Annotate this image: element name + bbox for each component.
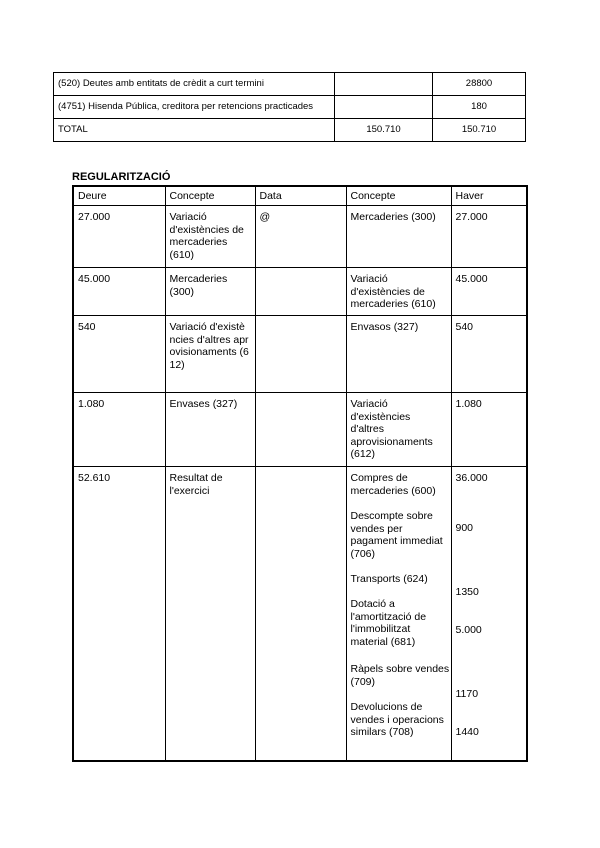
table-row: 27.000 Variació d'existències de mercade… — [72, 205, 528, 268]
deure-cell: 1.080 — [72, 392, 166, 467]
header-data: Data — [254, 185, 347, 206]
table-row: 45.000 Mercaderies (300) Variació d'exis… — [72, 267, 528, 316]
deure-cell — [334, 72, 433, 96]
data-cell — [254, 315, 347, 393]
haver-concept: Descompte sobre vendes per pagament imme… — [350, 510, 443, 560]
table-row: (4751) Hisenda Pública, creditora per re… — [53, 95, 526, 119]
total-row: TOTAL 150.710 150.710 — [53, 118, 526, 142]
concepte-cell: Variació d'existències d'altres aprovisi… — [164, 315, 256, 393]
table-row: (520) Deutes amb entitats de crèdit a cu… — [53, 72, 526, 96]
haver-value: 1170 — [455, 688, 479, 700]
haver-concept: Ràpels sobre vendes (709) — [350, 663, 450, 688]
header-concepte: Concepte — [164, 185, 256, 206]
haver-concept: Devolucions de vendes i operacions simil… — [350, 701, 444, 739]
haver-value: 1350 — [455, 586, 479, 598]
data-cell — [254, 267, 347, 316]
deure-cell: 45.000 — [72, 267, 166, 316]
concepte-cell: Envasos (327) — [345, 315, 452, 393]
concepte-cell: Resultat de l'exercici — [164, 466, 256, 761]
concepte-cell: Variació d'existències de mercaderies (6… — [345, 267, 452, 316]
haver-value: 1440 — [455, 726, 479, 738]
haver-cell: 28800 — [432, 72, 526, 96]
header-concepte: Concepte — [345, 185, 452, 206]
haver-cell: 150.710 — [432, 118, 526, 142]
haver-list-cell: 36.000 900 1350 5.000 1170 1440 — [450, 466, 528, 761]
result-row: 52.610 Resultat de l'exercici Compres de… — [72, 466, 528, 761]
haver-cell: 45.000 — [450, 267, 528, 316]
header-haver: Haver — [450, 185, 528, 206]
haver-concept: Transports (624) — [350, 573, 428, 585]
haver-cell: 540 — [450, 315, 528, 393]
concepte-cell: Mercaderies (300) — [345, 205, 452, 268]
haver-cell: 1.080 — [450, 392, 528, 467]
deure-cell: 27.000 — [72, 205, 166, 268]
haver-cell: 27.000 — [450, 205, 528, 268]
table-row: 540 Variació d'existències d'altres apro… — [72, 315, 528, 393]
deure-cell: 540 — [72, 315, 166, 393]
data-cell: @ — [254, 205, 347, 268]
table-row: 1.080 Envases (327) Variació d'existènci… — [72, 392, 528, 467]
concepte-cell: Variació d'existències d'altres aprovisi… — [345, 392, 452, 467]
haver-concept: Dotació a l'amortització de l'immobilitz… — [350, 598, 427, 648]
haver-concept: Compres de mercaderies (600) — [350, 472, 436, 497]
haver-value: 36.000 — [455, 472, 488, 484]
concept-cell: (520) Deutes amb entitats de crèdit a cu… — [53, 72, 335, 96]
regularitzacio-table: Deure Concepte Data Concepte Haver 27.00… — [72, 185, 528, 762]
concept-cell: TOTAL — [53, 118, 335, 142]
deure-cell — [334, 95, 433, 119]
header-row: Deure Concepte Data Concepte Haver — [72, 185, 528, 206]
deure-cell: 150.710 — [334, 118, 433, 142]
concepte-cell: Envases (327) — [164, 392, 256, 467]
concepte-cell: Variació d'existències de mercaderies (6… — [164, 205, 256, 268]
deure-cell: 52.610 — [72, 466, 166, 761]
concept-cell: (4751) Hisenda Pública, creditora per re… — [53, 95, 335, 119]
section-title: REGULARITZACIÓ — [72, 171, 171, 183]
balance-table: (520) Deutes amb entitats de crèdit a cu… — [53, 72, 526, 142]
data-cell — [254, 392, 347, 467]
haver-value: 5.000 — [455, 624, 482, 636]
concepte-cell: Mercaderies (300) — [164, 267, 256, 316]
haver-cell: 180 — [432, 95, 526, 119]
header-deure: Deure — [72, 185, 166, 206]
concepte-list-cell: Compres de mercaderies (600) Descompte s… — [345, 466, 452, 761]
haver-value: 900 — [455, 522, 474, 534]
data-cell — [254, 466, 347, 761]
